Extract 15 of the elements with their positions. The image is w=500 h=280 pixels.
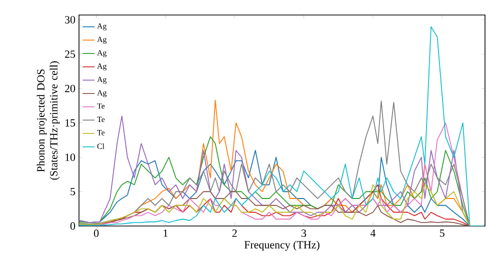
x-tick-label: 1: [164, 230, 168, 237]
y-tick-label: 20: [65, 84, 76, 92]
y-tick-label: 10: [65, 154, 76, 161]
y-tick-label: 0: [70, 222, 76, 230]
x-tick-label: 4: [370, 230, 376, 237]
x-tick-label: 0: [94, 230, 99, 237]
y-axis-title: Phonon projected DOS (States/THz·primitive cell): [36, 61, 60, 180]
x-tick-label: 3: [302, 230, 306, 237]
y-tick-label: 25: [65, 50, 76, 58]
x-tick-label: 2: [232, 230, 237, 237]
x-tick-label: 5: [440, 230, 444, 237]
y-tick-label: 15: [65, 119, 76, 127]
y-tick-label: 5: [70, 188, 76, 196]
x-axis-title: Frequency (THz): [244, 240, 320, 251]
y-tick-label: 30: [65, 16, 76, 24]
